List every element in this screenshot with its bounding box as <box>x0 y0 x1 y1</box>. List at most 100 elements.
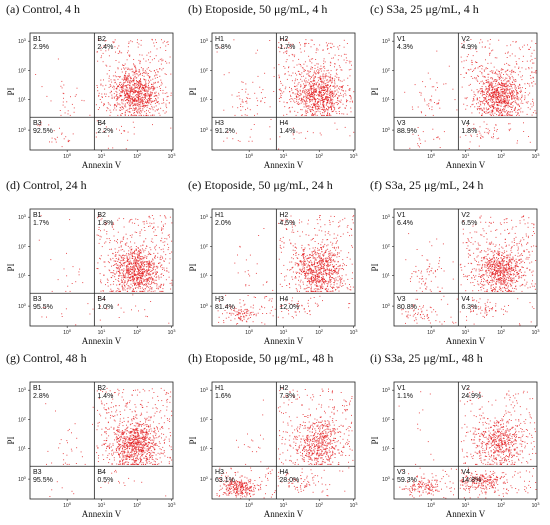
event-dot <box>37 124 39 126</box>
event-dot <box>341 89 343 91</box>
event-dot <box>150 87 152 89</box>
event-dot <box>470 106 472 108</box>
event-dot <box>336 241 337 243</box>
event-dot <box>342 233 344 235</box>
event-dot <box>505 105 507 107</box>
event-dot <box>168 276 170 278</box>
event-dot <box>322 112 323 114</box>
event-dot <box>155 55 157 57</box>
event-dot <box>288 313 290 315</box>
event-dot <box>115 251 117 253</box>
event-dot <box>147 279 149 281</box>
event-dot <box>498 108 500 110</box>
event-dot <box>321 97 323 99</box>
event-dot <box>116 83 118 85</box>
event-dot <box>334 96 336 97</box>
event-dot <box>525 88 526 89</box>
event-dot <box>132 270 134 272</box>
quadrant-percent: 1.7% <box>279 44 295 51</box>
event-dot <box>530 55 532 57</box>
event-dot <box>133 59 135 60</box>
event-dot <box>327 113 328 114</box>
y-tick-label: 100 <box>200 126 209 134</box>
event-dot <box>146 261 148 263</box>
event-dot <box>138 94 140 96</box>
event-dot <box>299 89 301 91</box>
event-dot <box>319 44 321 46</box>
event-dot <box>439 147 441 148</box>
event-dot <box>117 287 119 289</box>
event-dot <box>232 106 234 108</box>
event-dot <box>124 74 126 76</box>
event-dot <box>511 96 513 98</box>
event-dot <box>123 81 125 83</box>
event-dot <box>153 45 155 47</box>
event-dot <box>149 273 151 275</box>
event-dot <box>341 113 343 115</box>
event-dot <box>316 290 318 292</box>
event-dot <box>303 263 305 265</box>
event-dot <box>504 102 506 104</box>
event-dot <box>147 290 149 292</box>
event-dot <box>143 264 145 266</box>
event-dot <box>496 108 498 110</box>
event-dot <box>297 70 299 72</box>
event-dot <box>147 93 149 95</box>
event-dot <box>328 231 330 233</box>
event-dot <box>498 114 500 116</box>
event-dot <box>163 251 165 253</box>
event-dot <box>473 96 475 98</box>
event-dot <box>139 251 141 253</box>
event-dot <box>516 89 518 91</box>
event-dot <box>520 98 522 100</box>
event-dot <box>497 84 499 86</box>
event-dot <box>338 55 340 56</box>
event-dot <box>488 131 490 133</box>
event-dot <box>323 58 325 60</box>
event-dot <box>155 249 157 251</box>
event-dot <box>436 102 438 104</box>
event-dot <box>114 273 116 275</box>
event-dot <box>499 77 501 79</box>
event-dot <box>103 298 105 300</box>
event-dot <box>312 95 314 97</box>
event-dot <box>138 59 140 61</box>
event-dot <box>330 114 332 116</box>
event-dot <box>283 114 285 116</box>
event-dot <box>476 51 478 53</box>
event-dot <box>333 272 335 273</box>
event-dot <box>485 98 487 100</box>
event-dot <box>507 85 509 87</box>
event-dot <box>287 47 289 49</box>
event-dot <box>501 94 503 96</box>
event-dot <box>489 53 491 55</box>
event-dot <box>260 92 262 94</box>
event-dot <box>311 252 313 254</box>
event-dot <box>431 95 433 97</box>
event-dot <box>298 103 300 105</box>
event-dot <box>503 90 505 92</box>
event-dot <box>480 39 482 41</box>
event-dot <box>135 70 137 72</box>
event-dot <box>492 70 494 72</box>
event-dot <box>473 98 475 100</box>
event-dot <box>417 106 419 108</box>
event-dot <box>501 86 503 88</box>
event-dot <box>514 100 516 102</box>
event-dot <box>113 228 115 230</box>
event-dot <box>278 46 279 48</box>
event-dot <box>170 288 172 290</box>
event-dot <box>129 92 131 94</box>
event-dot <box>148 102 150 104</box>
event-dot <box>327 232 329 234</box>
event-dot <box>162 241 164 243</box>
event-dot <box>300 100 302 102</box>
event-dot <box>112 283 114 285</box>
event-dot <box>488 98 489 100</box>
event-dot <box>238 95 240 97</box>
event-dot <box>293 317 294 319</box>
event-dot <box>117 260 119 262</box>
event-dot <box>131 222 133 224</box>
event-dot <box>294 80 296 82</box>
event-dot <box>145 102 147 103</box>
